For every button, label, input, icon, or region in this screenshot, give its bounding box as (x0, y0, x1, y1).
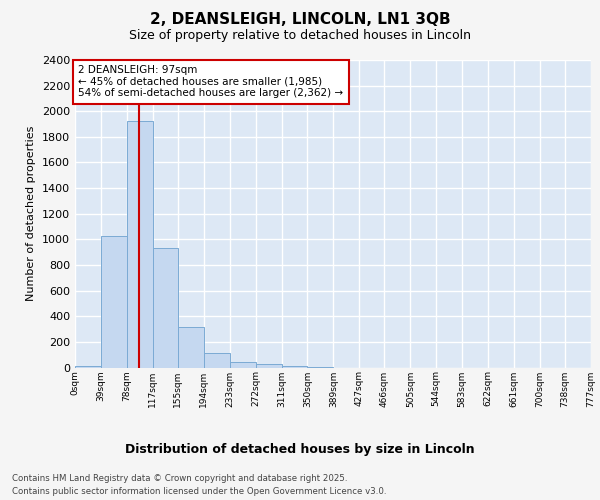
Text: Contains public sector information licensed under the Open Government Licence v3: Contains public sector information licen… (12, 488, 386, 496)
Bar (101, 236, 127, 368)
Text: 2, DEANSLEIGH, LINCOLN, LN1 3QB: 2, DEANSLEIGH, LINCOLN, LN1 3QB (149, 12, 451, 26)
Bar (230, 362, 256, 368)
Y-axis label: Number of detached properties: Number of detached properties (26, 126, 37, 302)
Bar (281, 366, 307, 368)
Bar (204, 354, 230, 368)
Text: Distribution of detached houses by size in Lincoln: Distribution of detached houses by size … (125, 442, 475, 456)
Bar (178, 327, 204, 368)
Bar (75, 366, 101, 368)
Bar (127, 121, 152, 368)
Text: 2 DEANSLEIGH: 97sqm
← 45% of detached houses are smaller (1,985)
54% of semi-det: 2 DEANSLEIGH: 97sqm ← 45% of detached ho… (79, 65, 343, 98)
Bar (152, 248, 178, 368)
Bar (256, 364, 281, 368)
Bar (307, 367, 334, 368)
Text: Contains HM Land Registry data © Crown copyright and database right 2025.: Contains HM Land Registry data © Crown c… (12, 474, 347, 483)
Text: Size of property relative to detached houses in Lincoln: Size of property relative to detached ho… (129, 29, 471, 42)
